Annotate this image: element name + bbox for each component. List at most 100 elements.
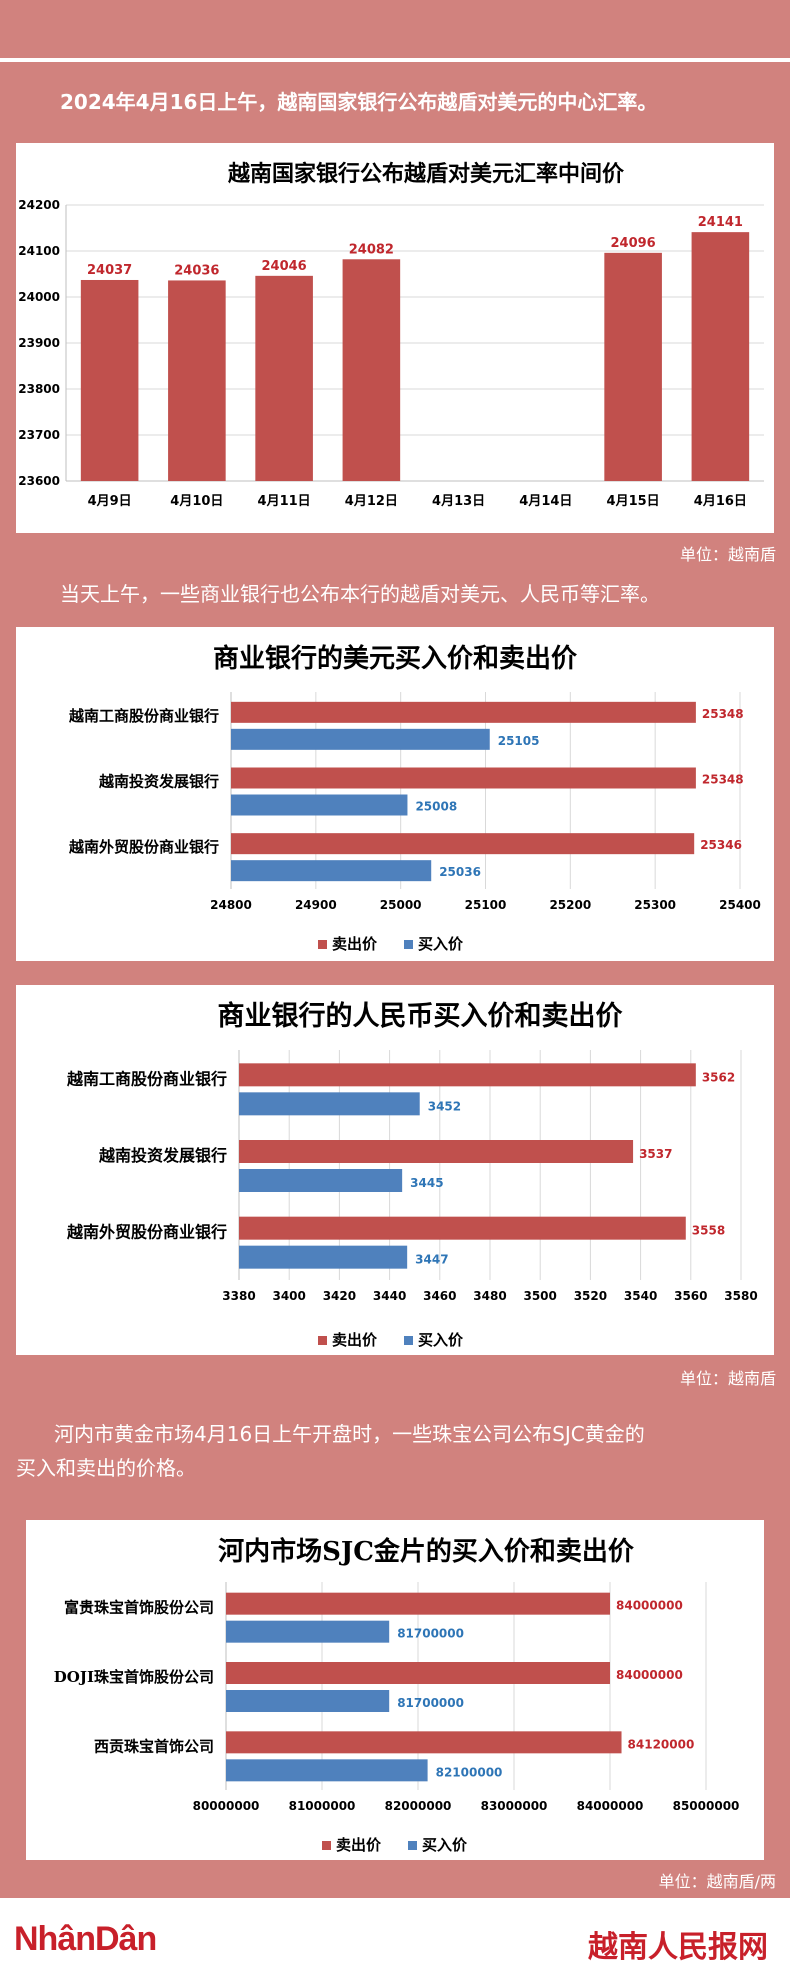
data-label: 24046 xyxy=(262,259,307,274)
sell-data-label: 84000000 xyxy=(616,1668,683,1682)
chart-title: 河内市场SJC金片的买入价和卖出价 xyxy=(218,1536,635,1567)
x-tick-label: 4月16日 xyxy=(694,494,747,509)
bar-4月15日 xyxy=(604,252,662,481)
legend-label-buy: 买入价 xyxy=(418,1331,464,1349)
x-tick-label: 84000000 xyxy=(577,1799,644,1813)
category-label: 越南外贸股份商业银行 xyxy=(68,838,219,856)
site-name-logo[interactable]: 越南人民报网 xyxy=(588,1930,768,1965)
buy-data-label: 3445 xyxy=(410,1176,443,1190)
x-tick-label: 4月9日 xyxy=(88,494,132,509)
x-tick-label: 4月14日 xyxy=(519,494,572,509)
buy-data-label: 25105 xyxy=(498,734,540,748)
cny-rate-chart: 商业银行的人民币买入价和卖出价 3380 3400 3420 3440 3460 3480 3… xyxy=(66,1000,758,1349)
usd-rate-chart: 商业银行的美元买入价和卖出价 24800 24900 25000 25100 25200 2… xyxy=(68,643,761,953)
sell-bar xyxy=(239,1216,686,1240)
buy-data-label: 3452 xyxy=(428,1099,461,1113)
x-tick-label: 25000 xyxy=(380,898,422,912)
footer: NhânDân 越南人民报网 xyxy=(0,1898,790,1975)
y-tick-label: 24100 xyxy=(18,244,60,258)
category-label: 越南投资发展银行 xyxy=(98,773,219,791)
buy-data-label: 81700000 xyxy=(397,1696,464,1710)
x-tick-label: 24900 xyxy=(295,898,337,912)
data-label: 24096 xyxy=(611,236,656,251)
x-tick-label: 83000000 xyxy=(481,1799,548,1813)
x-tick-label: 25100 xyxy=(465,898,507,912)
buy-data-label: 25008 xyxy=(415,800,457,814)
buy-bar xyxy=(239,1169,403,1192)
category-label: 越南工商股份商业银行 xyxy=(68,707,219,725)
sell-bar xyxy=(226,1592,610,1615)
x-tick-label: 4月13日 xyxy=(432,494,485,509)
sell-bar xyxy=(231,833,695,855)
category-label: 富贵珠宝首饰股份公司 xyxy=(64,1599,214,1617)
category-label: 越南投资发展银行 xyxy=(98,1146,227,1165)
chart-title: 商业银行的美元买入价和卖出价 xyxy=(213,643,578,674)
x-tick-label: 3500 xyxy=(523,1289,556,1303)
legend-label-buy: 买入价 xyxy=(418,935,464,953)
sell-data-label: 25346 xyxy=(700,838,742,852)
central-rate-chart: 越南国家银行公布越盾对美元汇率中间价 23600 23700 23800 23900 24… xyxy=(18,161,764,509)
buy-bar xyxy=(231,794,408,816)
para2-text: 当天上午，一些商业银行也公布本行的越盾对美元、人民币等汇率。 xyxy=(60,582,660,606)
x-tick-label: 4月10日 xyxy=(170,494,223,509)
legend-label-buy: 买入价 xyxy=(422,1836,468,1854)
x-tick-label: 3420 xyxy=(323,1289,356,1303)
sell-data-label: 3537 xyxy=(639,1147,672,1161)
y-tick-label: 23800 xyxy=(18,382,60,396)
sell-data-label: 84000000 xyxy=(616,1599,683,1613)
unit-label-1: 单位：越南盾 xyxy=(679,545,776,564)
sell-bar xyxy=(239,1140,634,1163)
x-tick-label: 85000000 xyxy=(673,1799,740,1813)
data-label: 24082 xyxy=(349,242,394,257)
bar-4月9日 xyxy=(80,279,139,481)
nhandan-logo[interactable]: NhânDân xyxy=(14,1920,157,1959)
x-tick-label: 3480 xyxy=(473,1289,506,1303)
unit-label-3: 单位：越南盾/两 xyxy=(658,1872,776,1891)
y-tick-label: 24200 xyxy=(18,198,60,212)
chart-title: 商业银行的人民币买入价和卖出价 xyxy=(218,1000,624,1032)
x-tick-label: 81000000 xyxy=(289,1799,356,1813)
sell-bar xyxy=(231,701,696,723)
x-tick-label: 80000000 xyxy=(193,1799,260,1813)
category-label: 越南外贸股份商业银行 xyxy=(66,1223,227,1242)
buy-bar xyxy=(226,1620,390,1643)
buy-bar xyxy=(226,1690,390,1712)
legend-label-sell: 卖出价 xyxy=(332,935,378,953)
legend-swatch-buy xyxy=(404,1336,413,1345)
data-label: 24036 xyxy=(174,263,219,278)
buy-bar xyxy=(239,1245,408,1269)
gold-price-chart: 河内市场SJC金片的买入价和卖出价 80000000 81000000 8200000… xyxy=(54,1536,740,1854)
x-tick-label: 3460 xyxy=(423,1289,456,1303)
x-tick-label: 3560 xyxy=(674,1289,707,1303)
sell-data-label: 25348 xyxy=(702,707,744,721)
unit-label-2: 单位：越南盾 xyxy=(679,1369,776,1388)
x-tick-label: 4月12日 xyxy=(345,494,398,509)
y-tick-label: 23600 xyxy=(18,474,60,488)
category-label: DOJI珠宝首饰股份公司 xyxy=(54,1668,214,1686)
buy-data-label: 81700000 xyxy=(397,1627,464,1641)
buy-data-label: 82100000 xyxy=(436,1765,503,1779)
y-tick-label: 23700 xyxy=(18,428,60,442)
legend-label-sell: 卖出价 xyxy=(332,1331,378,1349)
x-tick-label: 25200 xyxy=(549,898,591,912)
chart-panel-central-rate: 越南国家银行公布越盾对美元汇率中间价 23600 23700 23800 23900 24… xyxy=(16,143,774,533)
x-tick-label: 3440 xyxy=(373,1289,406,1303)
x-tick-label: 3520 xyxy=(574,1289,607,1303)
bar-4月11日 xyxy=(255,275,313,481)
category-label: 西贡珠宝首饰公司 xyxy=(94,1737,214,1755)
buy-bar xyxy=(226,1759,428,1782)
sell-data-label: 84120000 xyxy=(628,1737,695,1751)
bar-4月10日 xyxy=(168,280,226,481)
sell-data-label: 3558 xyxy=(692,1224,725,1238)
buy-data-label: 3447 xyxy=(415,1253,448,1267)
buy-bar xyxy=(239,1092,420,1116)
sell-data-label: 25348 xyxy=(702,773,744,787)
bar-4月12日 xyxy=(342,259,401,481)
sell-bar xyxy=(226,1731,622,1754)
legend-label-sell: 卖出价 xyxy=(336,1836,382,1854)
data-label: 24037 xyxy=(87,263,132,278)
x-tick-label: 25300 xyxy=(634,898,676,912)
para3-line1: 河内市黄金市场4月16日上午开盘时，一些珠宝公司公布SJC黄金的 xyxy=(54,1422,645,1446)
x-tick-label: 3540 xyxy=(624,1289,657,1303)
buy-bar xyxy=(231,860,432,882)
